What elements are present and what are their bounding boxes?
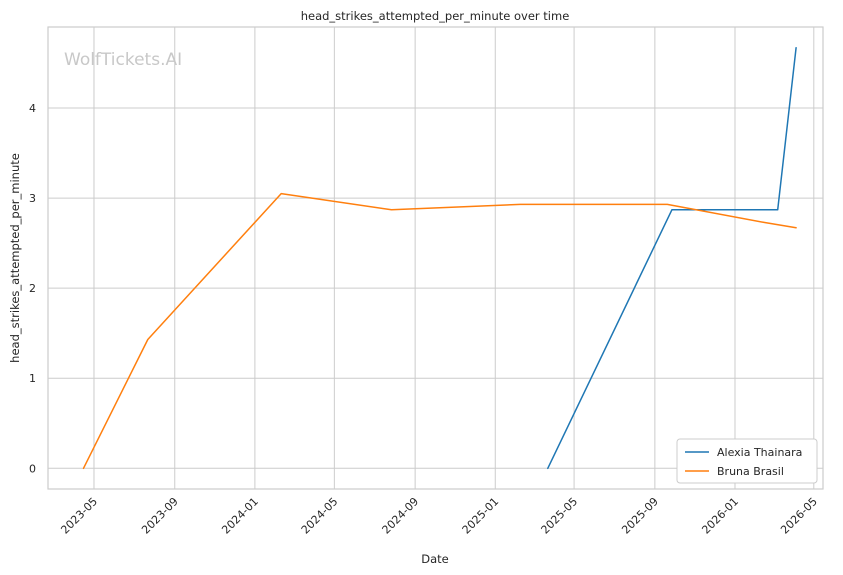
x-tick-label-2026-05: 2026-05 [778, 495, 820, 537]
legend-label-alexia-thainara: Alexia Thainara [717, 446, 802, 459]
y-tick-label-4: 4 [29, 102, 36, 115]
x-tick-label-2024-05: 2024-05 [299, 495, 341, 537]
plot-frame [47, 26, 824, 490]
x-tick-label-2025-01: 2025-01 [460, 495, 502, 537]
legend: Alexia Thainara Bruna Brasil [676, 438, 818, 484]
x-axis-label: Date [421, 552, 449, 566]
y-axis-label: head_strikes_attempted_per_minute [8, 153, 22, 363]
x-tick-label-2025-09: 2025-09 [619, 495, 661, 537]
x-tick-label-2026-01: 2026-01 [699, 495, 741, 537]
series-line-bruna-brasil [82, 192, 797, 470]
chart-title: head_strikes_attempted_per_minute over t… [301, 9, 570, 23]
x-tick-labels: 2023-05 2023-09 2024-01 2024-05 2024-09 2025-… [58, 495, 820, 537]
x-tick-label-2024-01: 2024-01 [219, 495, 261, 537]
grid [48, 27, 823, 489]
x-tick-label-2023-09: 2023-09 [139, 495, 181, 537]
legend-label-bruna-brasil: Bruna Brasil [717, 465, 784, 478]
x-tick-label-2024-09: 2024-09 [380, 495, 422, 537]
y-tick-labels: 0 1 2 3 4 [29, 102, 36, 475]
y-tick-label-2: 2 [29, 282, 36, 295]
x-tick-label-2025-05: 2025-05 [539, 495, 581, 537]
watermark: WolfTickets.AI [64, 50, 182, 70]
y-tick-label-1: 1 [29, 372, 36, 385]
y-tick-label-3: 3 [29, 192, 36, 205]
legend-box [676, 438, 818, 484]
series-line-alexia-thainara [547, 46, 797, 470]
x-tick-label-2023-05: 2023-05 [58, 495, 100, 537]
series-layer [82, 46, 797, 470]
y-tick-label-0: 0 [29, 462, 36, 475]
